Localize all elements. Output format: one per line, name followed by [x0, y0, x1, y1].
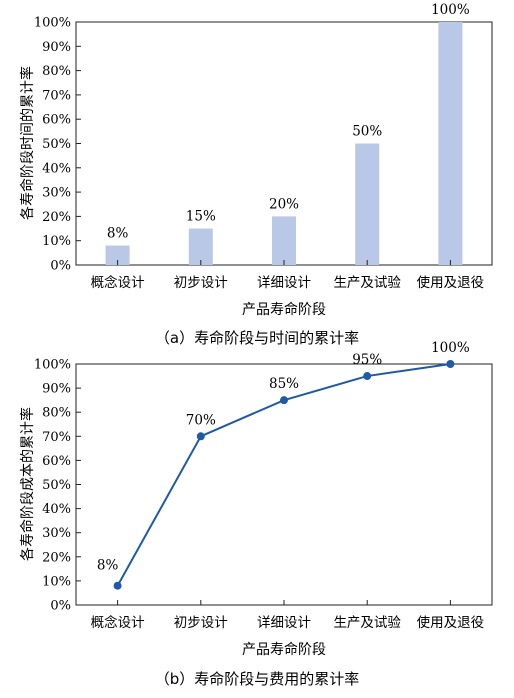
chart-a-y-tick-label: 100%: [34, 16, 71, 31]
chart-a-data-label: 20%: [269, 196, 299, 212]
chart-b-x-tick-label: 生产及试验: [333, 615, 401, 631]
chart-b-x-tick-label: 初步设计: [174, 614, 228, 631]
chart-b-x-axis-label: 产品寿命阶段: [242, 641, 326, 658]
chart-a-x-tick-label: 初步设计: [174, 274, 228, 291]
chart-a-y-tick-label: 10%: [42, 234, 71, 249]
chart-b-data-label: 85%: [269, 376, 299, 392]
chart-b-y-tick-label: 50%: [42, 478, 71, 493]
chart-a-y-tick-label: 50%: [42, 137, 71, 152]
chart-a-bar: 0% 10% 20% 30% 40% 50% 60% 70% 80% 90% 100% 8% 15% 2…: [19, 2, 493, 347]
chart-b-caption: （b）寿命阶段与费用的累计率: [155, 670, 360, 688]
chart-b-data-label: 70%: [186, 412, 216, 428]
chart-a-bar: [188, 228, 213, 265]
chart-a-x-axis-label: 产品寿命阶段: [242, 301, 326, 318]
chart-b-y-tick-label: 100%: [34, 358, 71, 373]
chart-a-y-tick-label: 90%: [42, 40, 71, 55]
chart-a-bar: [105, 245, 130, 265]
chart-a-y-axis-label: 各寿命阶段时间的累计率: [19, 66, 36, 220]
chart-a-x-tick-label: 生产及试验: [333, 275, 401, 291]
chart-b-data-point: [446, 360, 455, 368]
chart-b-y-tick-label: 60%: [42, 454, 71, 469]
chart-b-y-tick-label: 70%: [42, 430, 71, 445]
chart-a-y-tick-label: 70%: [42, 88, 71, 103]
chart-a-bar: [272, 216, 296, 265]
chart-b-y-tick-label: 40%: [42, 502, 71, 517]
chart-a-y-tick-label: 20%: [42, 210, 71, 225]
chart-b-y-tick-label: 80%: [42, 406, 71, 421]
chart-a-caption: （a）寿命阶段与时间的累计率: [155, 329, 359, 347]
chart-a-y-tick-label: 80%: [42, 64, 71, 79]
chart-a-y-tick-label: 0%: [50, 259, 71, 274]
chart-a-bar: [355, 143, 380, 265]
chart-b-y-tick-label: 0%: [50, 599, 71, 614]
chart-b-data-label: 95%: [352, 352, 382, 368]
chart-a-x-tick-label: 使用及退役: [417, 274, 485, 291]
chart-a-x-tick-label: 详细设计: [257, 275, 311, 291]
chart-b-x-tick-label: 使用及退役: [417, 614, 485, 631]
chart-b-y-tick-label: 30%: [42, 526, 71, 541]
chart-b-y-axis-label: 各寿命阶段成本的累计率: [19, 407, 36, 561]
chart-b-x-tick-label: 概念设计: [91, 614, 145, 631]
chart-a-data-label: 15%: [186, 209, 216, 225]
chart-b-data-point: [113, 581, 122, 590]
chart-b-x-tick-label: 详细设计: [257, 615, 311, 631]
chart-a-data-label: 50%: [352, 124, 382, 140]
chart-b-data-point: [363, 372, 372, 381]
chart-b-y-tick-label: 10%: [42, 574, 71, 589]
chart-a-x-tick-label: 概念设计: [91, 274, 145, 291]
chart-a-data-label: 8%: [107, 226, 129, 242]
chart-b-y-tick-label: 20%: [42, 550, 71, 565]
chart-a-y-tick-label: 30%: [42, 186, 71, 201]
chart-b-y-tick-label: 90%: [42, 382, 71, 397]
chart-b-data-label: 8%: [97, 558, 119, 574]
chart-a-bar: [438, 22, 463, 265]
chart-b-data-point: [196, 432, 205, 441]
chart-b-data-point: [280, 396, 288, 405]
chart-b-line: 0% 10% 20% 30% 40% 50% 60% 70% 80% 90% 100% 概念设计 初步…: [19, 340, 493, 688]
chart-a-data-label: 100%: [431, 2, 470, 18]
chart-a-y-tick-label: 40%: [42, 161, 71, 176]
chart-a-y-tick-label: 60%: [42, 113, 71, 128]
chart-b-data-label: 100%: [431, 340, 470, 356]
